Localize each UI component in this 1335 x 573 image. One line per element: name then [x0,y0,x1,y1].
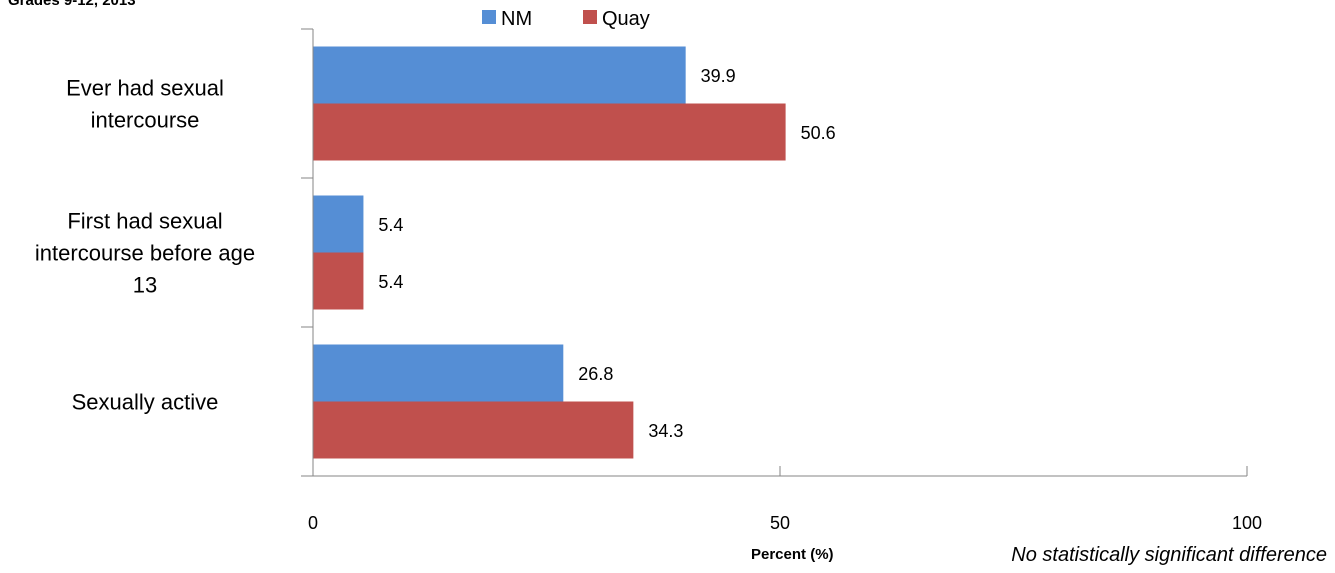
significance-note: No statistically significant difference [1011,544,1327,566]
bar-nm-1 [313,195,364,253]
bar-nm-0 [313,46,686,104]
legend-swatch-nm [482,10,496,24]
legend-label: Quay [602,8,650,30]
data-label: 26.8 [578,364,613,384]
legend-label: NM [501,8,532,30]
x-tick-label: 0 [308,513,318,533]
x-tick-label: 50 [770,513,790,533]
x-tick-label: 100 [1232,513,1262,533]
data-label: 5.4 [378,215,403,235]
data-label: 5.4 [378,272,403,292]
chart-title: Grades 9-12, 2013 [8,0,136,9]
x-axis-title: Percent (%) [751,546,834,563]
category-label: Ever had sexual intercourse [66,76,224,133]
category-label: First had sexual intercourse before age 13 [35,209,255,298]
bar-quay-1 [313,252,364,310]
category-label: Sexually active [72,390,219,415]
legend-swatch-quay [583,10,597,24]
bar-quay-2 [313,401,634,459]
data-label: 34.3 [648,421,683,441]
bar-quay-0 [313,103,786,161]
data-label: 50.6 [801,123,836,143]
bar-nm-2 [313,344,564,402]
data-label: 39.9 [701,66,736,86]
